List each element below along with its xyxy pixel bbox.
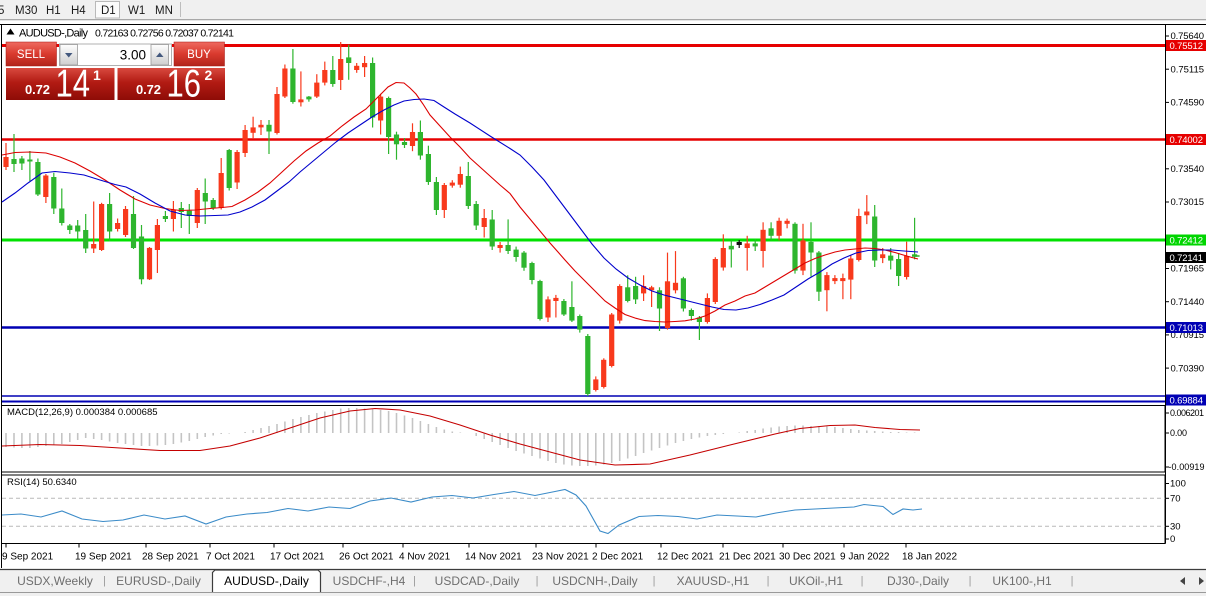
svg-text:DJ30-,Daily: DJ30-,Daily [887,574,949,588]
svg-text:|: | [1071,575,1074,587]
svg-text:0.72412: 0.72412 [1170,235,1204,246]
svg-text:BUY: BUY [187,49,211,61]
svg-text:USDX,Weekly: USDX,Weekly [17,574,93,588]
svg-text:2 Dec 2021: 2 Dec 2021 [592,552,644,563]
svg-text:USDCAD-,Daily: USDCAD-,Daily [435,574,520,588]
svg-text:|: | [767,575,770,587]
svg-text:M30: M30 [15,5,37,17]
svg-text:19 Sep 2021: 19 Sep 2021 [75,552,132,563]
svg-text:AUDUSD-,Daily: AUDUSD-,Daily [224,574,309,588]
svg-text:AUDUSD-,Daily: AUDUSD-,Daily [19,28,89,40]
svg-text:0.71440: 0.71440 [1171,297,1205,308]
svg-text:|: | [413,575,416,587]
svg-text:9 Jan 2022: 9 Jan 2022 [840,552,890,563]
svg-text:0.72: 0.72 [25,82,50,97]
svg-text:RSI(14) 50.6340: RSI(14) 50.6340 [7,477,77,488]
svg-text:12 Dec 2021: 12 Dec 2021 [657,552,714,563]
svg-text:SELL: SELL [17,49,46,61]
svg-text:|: | [536,575,539,587]
svg-text:D1: D1 [101,5,116,17]
svg-text:H4: H4 [71,5,86,17]
svg-text:UKOil-,H1: UKOil-,H1 [789,574,843,588]
svg-text:0.00: 0.00 [1170,428,1187,438]
svg-text:-0.00919: -0.00919 [1169,462,1205,472]
svg-text:9 Sep 2021: 9 Sep 2021 [2,552,54,563]
svg-text:MN: MN [155,5,173,17]
svg-text:7 Oct 2021: 7 Oct 2021 [206,552,255,563]
svg-text:70: 70 [1170,494,1181,505]
svg-text:28 Sep 2021: 28 Sep 2021 [142,552,199,563]
svg-text:0.75115: 0.75115 [1171,64,1205,75]
svg-text:UK100-,H1: UK100-,H1 [992,574,1052,588]
svg-text:0.71013: 0.71013 [1170,323,1204,334]
svg-text:23 Nov 2021: 23 Nov 2021 [532,552,589,563]
svg-text:26 Oct 2021: 26 Oct 2021 [339,552,394,563]
svg-text:1: 1 [93,67,101,83]
svg-text:17 Oct 2021: 17 Oct 2021 [270,552,325,563]
svg-text:0.71965: 0.71965 [1171,264,1205,275]
svg-text:0.74002: 0.74002 [1170,135,1204,146]
svg-text:|: | [103,575,106,587]
svg-text:0.72163 0.72756 0.72037 0.7214: 0.72163 0.72756 0.72037 0.72141 [95,28,234,40]
svg-text:0.75512: 0.75512 [1170,41,1204,52]
svg-text:|: | [969,575,972,587]
svg-text:EURUSD-,Daily: EURUSD-,Daily [116,574,201,588]
svg-text:0: 0 [1170,534,1175,545]
svg-text:30 Dec 2021: 30 Dec 2021 [779,552,836,563]
svg-text:18 Jan 2022: 18 Jan 2022 [902,552,957,563]
svg-text:H1: H1 [46,5,61,17]
svg-text:W1: W1 [128,5,145,17]
svg-text:XAUUSD-,H1: XAUUSD-,H1 [677,574,750,588]
svg-text:5: 5 [0,5,4,17]
svg-text:0.72: 0.72 [136,82,161,97]
svg-text:0.70390: 0.70390 [1171,363,1205,374]
svg-text:16: 16 [167,63,202,106]
svg-text:0.70915: 0.70915 [1171,330,1205,341]
svg-text:USDCNH-,Daily: USDCNH-,Daily [552,574,637,588]
svg-text:USDCHF-,H4: USDCHF-,H4 [333,574,406,588]
svg-text:4 Nov 2021: 4 Nov 2021 [399,552,451,563]
svg-text:|: | [861,575,864,587]
svg-text:0.74590: 0.74590 [1171,98,1205,109]
svg-text:2: 2 [205,67,213,83]
svg-text:100: 100 [1170,479,1186,490]
svg-text:MACD(12,26,9) 0.000384 0.00068: MACD(12,26,9) 0.000384 0.000685 [7,407,158,418]
svg-text:3.00: 3.00 [120,48,146,63]
svg-text:|: | [653,575,656,587]
svg-text:14 Nov 2021: 14 Nov 2021 [465,552,522,563]
svg-text:0.73540: 0.73540 [1171,164,1205,175]
svg-text:21 Dec 2021: 21 Dec 2021 [719,552,776,563]
svg-text:14: 14 [56,63,91,106]
svg-text:30: 30 [1170,522,1181,533]
svg-text:0.69884: 0.69884 [1170,395,1204,406]
svg-text:0.72141: 0.72141 [1170,253,1204,264]
svg-text:0.73015: 0.73015 [1171,197,1205,208]
svg-text:0.75640: 0.75640 [1171,31,1205,42]
svg-text:0.006201: 0.006201 [1170,408,1204,418]
